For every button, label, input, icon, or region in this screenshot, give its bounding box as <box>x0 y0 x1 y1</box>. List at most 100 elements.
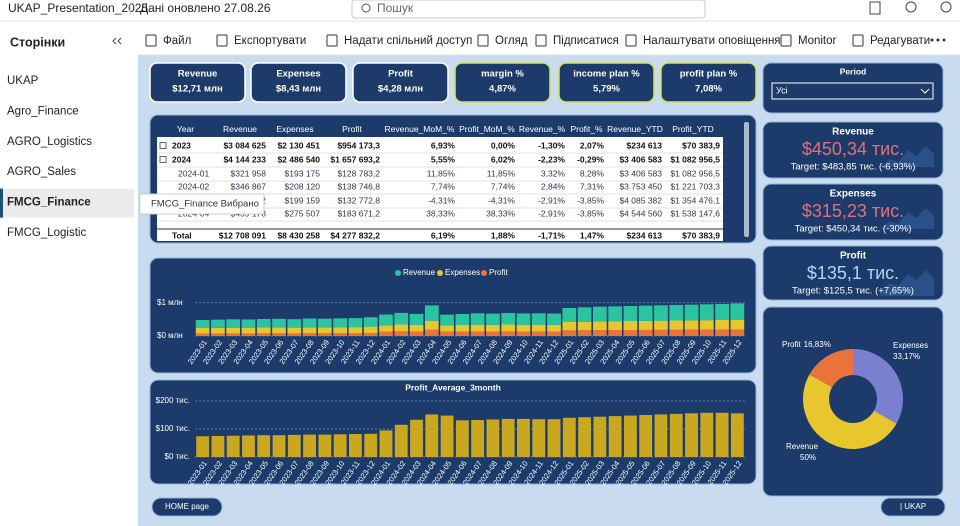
toolbar-icon[interactable] <box>780 34 792 47</box>
table-cell: $70 383,9 <box>682 140 720 150</box>
sparkline <box>880 146 934 167</box>
card-value: $315,23 тис. <box>802 201 904 221</box>
icon[interactable] <box>905 1 917 13</box>
bar-segment <box>684 329 699 336</box>
table-cell: $132 772,8 <box>337 195 380 205</box>
bar-segment <box>486 313 500 325</box>
table-cell: $2 486 540 <box>277 154 320 164</box>
kpi-label: margin % <box>481 69 524 80</box>
toolbar-icon[interactable] <box>852 34 864 47</box>
bar-segment <box>317 318 332 328</box>
bar-segment <box>256 333 271 336</box>
card-title: Profit <box>840 251 867 262</box>
slice-value: 16,83% <box>804 340 831 349</box>
y-tick-label: $200 тис. <box>156 396 190 405</box>
page-link: Agro_Finance <box>7 105 79 117</box>
bar-segment <box>256 319 271 328</box>
bar-segment <box>730 329 745 336</box>
card-title: Revenue <box>832 127 874 138</box>
toolbar-icon[interactable] <box>145 34 157 47</box>
bar-segment <box>684 320 699 330</box>
bar-segment <box>455 331 470 336</box>
table-cell: $199 159 <box>285 195 321 205</box>
bar <box>532 419 546 457</box>
bar-segment <box>715 329 729 336</box>
bar-segment <box>730 303 745 320</box>
nav-button[interactable] <box>880 497 946 517</box>
bar-segment <box>409 324 424 332</box>
table-cell: 7,74% <box>491 181 516 191</box>
bar <box>654 414 668 457</box>
toolbar-icon[interactable] <box>535 34 547 47</box>
table-cell: $193 175 <box>285 168 321 178</box>
bar-segment <box>623 321 638 330</box>
bar-segment <box>394 324 409 332</box>
bar-segment <box>348 327 363 334</box>
bar-segment <box>562 308 577 322</box>
bar <box>471 420 485 457</box>
slice-name: Expenses <box>893 341 928 350</box>
bar-segment <box>333 318 348 328</box>
slicer-title: Period <box>840 66 866 76</box>
table-cell: 2,84% <box>541 181 566 191</box>
total-cell: 1,88% <box>491 230 516 240</box>
search-box[interactable] <box>351 0 706 19</box>
kpi-value: $12,71 млн <box>172 84 223 95</box>
y-tick-label: $0 млн <box>157 331 183 340</box>
bar <box>700 412 714 457</box>
column-header: Year <box>177 124 194 134</box>
bar-segment <box>669 305 684 321</box>
table-cell: $275 507 <box>285 208 321 218</box>
bar-segment <box>470 313 485 325</box>
scrollbar[interactable] <box>744 122 749 237</box>
y-tick-label: $1 млн <box>157 298 183 307</box>
table-cell: $4 144 233 <box>223 154 266 164</box>
table-cell: -4,31% <box>428 195 455 205</box>
bar-segment <box>638 305 653 321</box>
total-cell: $234 613 <box>627 230 663 240</box>
kpi-value: 7,08% <box>695 84 722 95</box>
card-target: Target: $450,34 тис. (-30%) <box>795 224 912 235</box>
bar <box>547 419 561 457</box>
selected-bar <box>0 188 3 218</box>
bar-segment <box>272 327 286 334</box>
dropdown[interactable] <box>771 82 934 100</box>
bar-segment <box>317 333 332 336</box>
table-cell: 2024-02 <box>178 181 209 191</box>
table-cell: 6,93% <box>431 140 456 150</box>
nav-button[interactable] <box>151 497 223 517</box>
bar-segment <box>287 333 302 336</box>
bar <box>455 420 469 457</box>
updated: Дані оновлено 27.08.26 <box>140 1 271 15</box>
bar-segment <box>699 304 714 321</box>
bar-segment <box>409 331 424 336</box>
bar-segment <box>486 331 500 336</box>
table-cell: 7,31% <box>580 181 605 191</box>
expand-icon[interactable] <box>159 142 167 149</box>
icon[interactable] <box>869 1 881 15</box>
bar-segment <box>302 327 317 334</box>
toolbar-icon[interactable] <box>625 34 637 47</box>
table-cell: -3,85% <box>577 195 604 205</box>
more-dot[interactable] <box>930 38 934 42</box>
collapse-icon[interactable] <box>112 37 122 45</box>
bar <box>410 419 423 457</box>
bar-segment <box>547 324 561 332</box>
bar <box>211 436 225 457</box>
icon[interactable] <box>940 1 952 13</box>
bar-segment <box>241 333 256 336</box>
card-target: Target: $125,5 тис. (+7,65%) <box>792 286 914 297</box>
total-cell: 6,19% <box>431 230 456 240</box>
toolbar-icon[interactable] <box>216 34 228 47</box>
more-dot[interactable] <box>936 38 940 42</box>
more-dot[interactable] <box>942 38 946 42</box>
table-cell: $128 783,2 <box>337 168 380 178</box>
toolbar-icon[interactable] <box>326 34 338 47</box>
total-cell: -1,71% <box>538 230 565 240</box>
bar-segment <box>226 327 241 334</box>
expand-icon[interactable] <box>159 156 167 163</box>
bar-segment <box>211 319 225 328</box>
toolbar-icon[interactable] <box>477 34 489 47</box>
